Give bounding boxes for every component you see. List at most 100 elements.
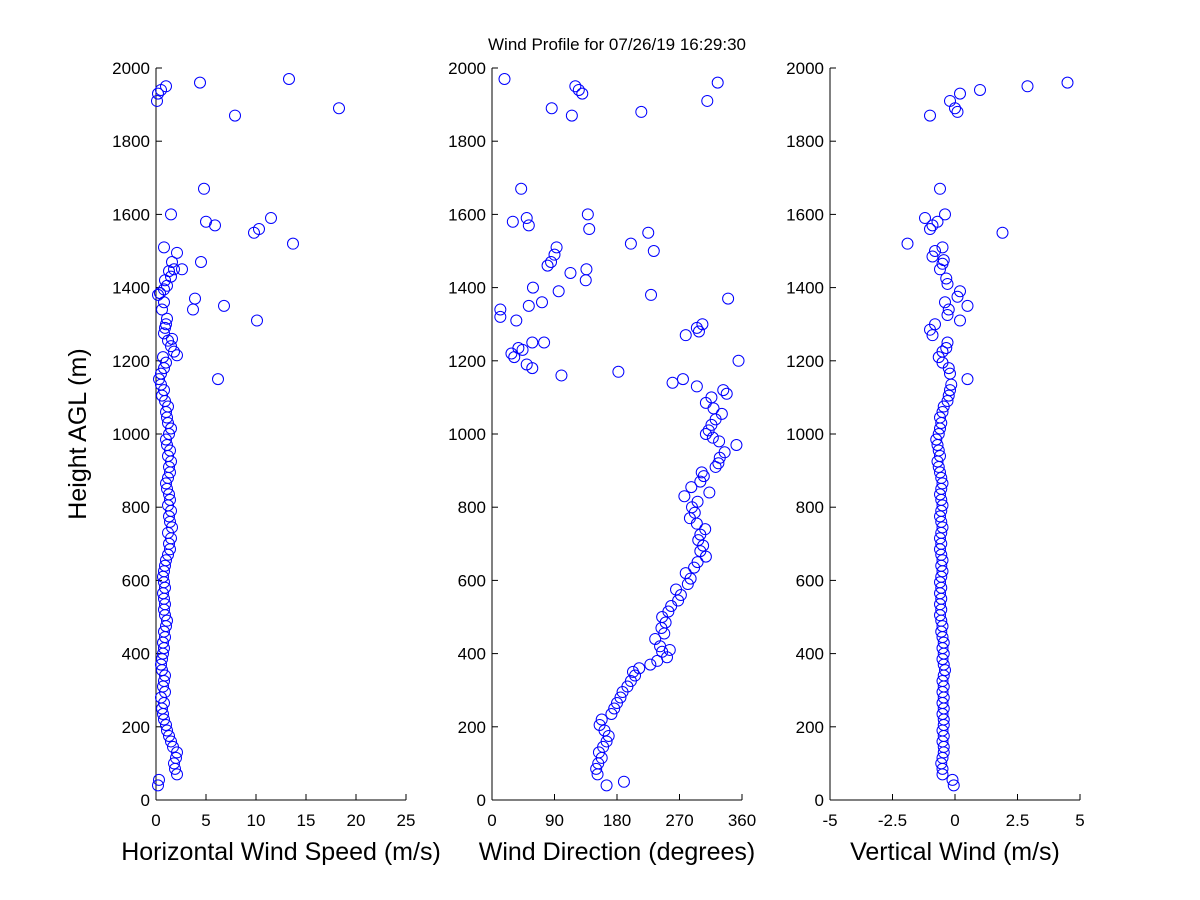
data-point bbox=[494, 303, 507, 316]
data-point bbox=[929, 245, 941, 257]
data-point bbox=[732, 354, 745, 367]
data-point bbox=[939, 208, 951, 221]
data-point bbox=[947, 779, 960, 792]
data-point bbox=[593, 718, 606, 731]
data-point bbox=[526, 281, 539, 294]
data-point bbox=[160, 718, 172, 731]
data-point bbox=[944, 367, 956, 380]
data-point bbox=[565, 109, 578, 122]
data-point bbox=[522, 299, 535, 312]
data-point bbox=[717, 384, 730, 397]
data-point bbox=[195, 255, 207, 268]
data-point bbox=[935, 757, 948, 770]
data-point bbox=[942, 303, 955, 316]
y-tick-label: 1000 bbox=[448, 425, 486, 444]
data-point bbox=[1061, 76, 1074, 89]
data-point bbox=[934, 449, 946, 462]
data-point bbox=[171, 768, 183, 781]
data-point bbox=[696, 318, 709, 331]
x-tick-label: 20 bbox=[347, 811, 366, 830]
data-point bbox=[160, 433, 172, 446]
data-point bbox=[730, 438, 743, 451]
data-point bbox=[722, 292, 735, 305]
data-point bbox=[691, 495, 704, 508]
data-point bbox=[333, 102, 345, 115]
data-point bbox=[160, 80, 172, 93]
data-point bbox=[212, 373, 224, 386]
data-point bbox=[939, 296, 951, 309]
data-point bbox=[158, 283, 170, 296]
data-point bbox=[702, 424, 715, 437]
y-tick-label: 1800 bbox=[112, 132, 150, 151]
data-point bbox=[932, 444, 945, 457]
data-point bbox=[954, 314, 966, 327]
data-point bbox=[510, 314, 523, 327]
data-point bbox=[940, 341, 953, 354]
y-tick-label: 0 bbox=[815, 791, 824, 810]
data-point bbox=[550, 241, 563, 254]
data-point bbox=[937, 636, 950, 649]
data-point bbox=[935, 471, 948, 484]
data-point bbox=[159, 559, 171, 572]
x-axis-label: Horizontal Wind Speed (m/s) bbox=[121, 838, 441, 866]
y-tick-label: 1000 bbox=[786, 425, 824, 444]
data-point bbox=[944, 94, 956, 107]
data-point bbox=[163, 729, 175, 742]
data-point bbox=[590, 762, 603, 775]
data-point bbox=[154, 287, 166, 300]
data-point bbox=[662, 605, 675, 618]
data-point bbox=[699, 428, 712, 440]
data-point bbox=[569, 80, 582, 93]
data-point bbox=[936, 499, 949, 512]
data-point bbox=[931, 215, 944, 228]
data-point bbox=[218, 299, 230, 312]
data-point bbox=[924, 223, 936, 236]
y-tick-label: 1400 bbox=[448, 279, 486, 298]
x-tick-label: 25 bbox=[397, 811, 416, 830]
data-point bbox=[954, 285, 966, 298]
data-point bbox=[944, 384, 956, 397]
data-point bbox=[162, 400, 174, 413]
x-axis-label: Vertical Wind (m/s) bbox=[850, 838, 1060, 866]
y-tick-label: 800 bbox=[458, 498, 486, 517]
data-point bbox=[974, 83, 986, 96]
data-point bbox=[198, 182, 210, 195]
data-point bbox=[934, 488, 946, 501]
data-point bbox=[160, 477, 172, 490]
data-point bbox=[711, 76, 724, 89]
data-point bbox=[171, 246, 183, 259]
data-point bbox=[666, 376, 679, 389]
data-point bbox=[194, 76, 206, 89]
data-point bbox=[996, 226, 1009, 239]
data-point bbox=[941, 309, 954, 322]
y-tick-label: 2000 bbox=[112, 59, 150, 78]
y-tick-label: 200 bbox=[122, 718, 150, 737]
y-tick-label: 1200 bbox=[448, 352, 486, 371]
data-point bbox=[703, 486, 716, 499]
data-point bbox=[545, 255, 558, 268]
y-tick-label: 1000 bbox=[112, 425, 150, 444]
y-tick-label: 400 bbox=[796, 645, 824, 664]
x-tick-label: 15 bbox=[297, 811, 316, 830]
panel-horizontal-wind-speed: 0 5 10 15 20 25 0 200 400 600 800 1000 1200 1400 1600 1… bbox=[64, 59, 441, 866]
data-point bbox=[520, 212, 533, 225]
data-point bbox=[656, 645, 669, 658]
data-point bbox=[701, 94, 714, 107]
data-point bbox=[165, 735, 177, 748]
data-point bbox=[160, 318, 172, 331]
data-point bbox=[679, 329, 692, 342]
x-tick-label: 0 bbox=[487, 811, 496, 830]
x-tick-label: 180 bbox=[603, 811, 631, 830]
data-point bbox=[564, 266, 577, 279]
data-point bbox=[165, 340, 177, 353]
data-point bbox=[635, 105, 648, 118]
data-point bbox=[545, 102, 558, 115]
data-point bbox=[287, 237, 299, 250]
y-tick-label: 1600 bbox=[112, 205, 150, 224]
data-point bbox=[688, 506, 701, 519]
data-point bbox=[159, 669, 171, 682]
data-point bbox=[718, 446, 731, 459]
data-point bbox=[679, 567, 692, 580]
data-point bbox=[954, 87, 966, 100]
data-point bbox=[705, 391, 718, 404]
